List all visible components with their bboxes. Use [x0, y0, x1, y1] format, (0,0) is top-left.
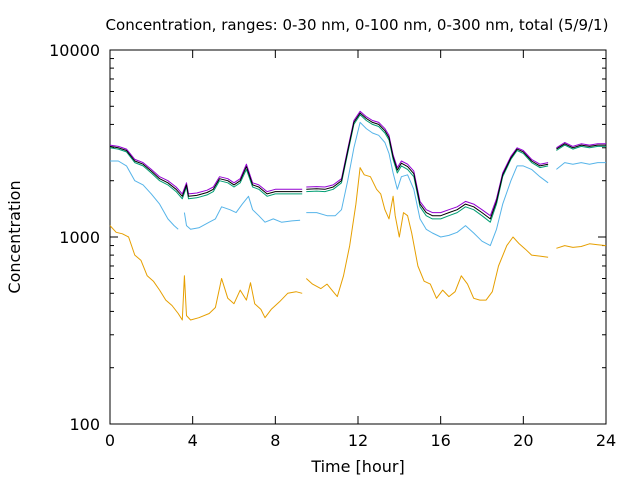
x-tick-label: 20 — [513, 431, 533, 450]
x-tick-label: 16 — [430, 431, 450, 450]
x-axis-label: Time [hour] — [310, 457, 404, 476]
y-tick-label: 1000 — [59, 228, 100, 247]
x-axis: 0 4 8 12 16 20 24 — [105, 50, 616, 450]
y-axis-label: Concentration — [5, 180, 24, 293]
chart-title: Concentration, ranges: 0-30 nm, 0-100 nm… — [106, 16, 609, 34]
x-tick-label: 12 — [348, 431, 368, 450]
series-line-1 — [109, 167, 607, 321]
x-tick-label: 0 — [105, 431, 115, 450]
series-layer — [109, 110, 607, 321]
y-tick-label: 100 — [69, 415, 100, 434]
series-line-5 — [109, 112, 606, 220]
x-tick-label: 4 — [188, 431, 198, 450]
y-axis: 100 1000 10000 — [49, 41, 606, 434]
plot-frame — [109, 49, 607, 425]
x-tick-label: 24 — [596, 431, 616, 450]
series-line-4 — [109, 110, 606, 217]
y-tick-label: 10000 — [49, 41, 100, 60]
x-tick-label: 8 — [270, 431, 280, 450]
series-line-2 — [110, 121, 606, 247]
